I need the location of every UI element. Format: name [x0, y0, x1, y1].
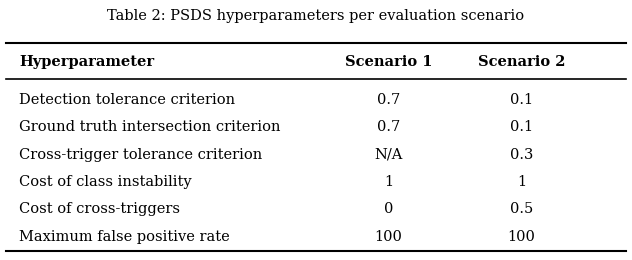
Text: Scenario 2: Scenario 2	[478, 55, 565, 69]
Text: Cost of class instability: Cost of class instability	[19, 175, 191, 189]
Text: N/A: N/A	[375, 148, 403, 162]
Text: 1: 1	[517, 175, 526, 189]
Text: Detection tolerance criterion: Detection tolerance criterion	[19, 93, 235, 107]
Text: 0.1: 0.1	[510, 120, 533, 134]
Text: Cross-trigger tolerance criterion: Cross-trigger tolerance criterion	[19, 148, 262, 162]
Text: 0.7: 0.7	[377, 120, 400, 134]
Text: Table 2: PSDS hyperparameters per evaluation scenario: Table 2: PSDS hyperparameters per evalua…	[107, 9, 525, 23]
Text: 100: 100	[375, 230, 403, 244]
Text: 0.1: 0.1	[510, 93, 533, 107]
Text: Hyperparameter: Hyperparameter	[19, 55, 154, 69]
Text: Cost of cross-triggers: Cost of cross-triggers	[19, 202, 180, 216]
Text: 100: 100	[507, 230, 535, 244]
Text: Maximum false positive rate: Maximum false positive rate	[19, 230, 229, 244]
Text: Scenario 1: Scenario 1	[345, 55, 432, 69]
Text: 0.7: 0.7	[377, 93, 400, 107]
Text: 0: 0	[384, 202, 393, 216]
Text: 0.5: 0.5	[510, 202, 533, 216]
Text: 0.3: 0.3	[510, 148, 533, 162]
Text: 1: 1	[384, 175, 393, 189]
Text: Ground truth intersection criterion: Ground truth intersection criterion	[19, 120, 281, 134]
